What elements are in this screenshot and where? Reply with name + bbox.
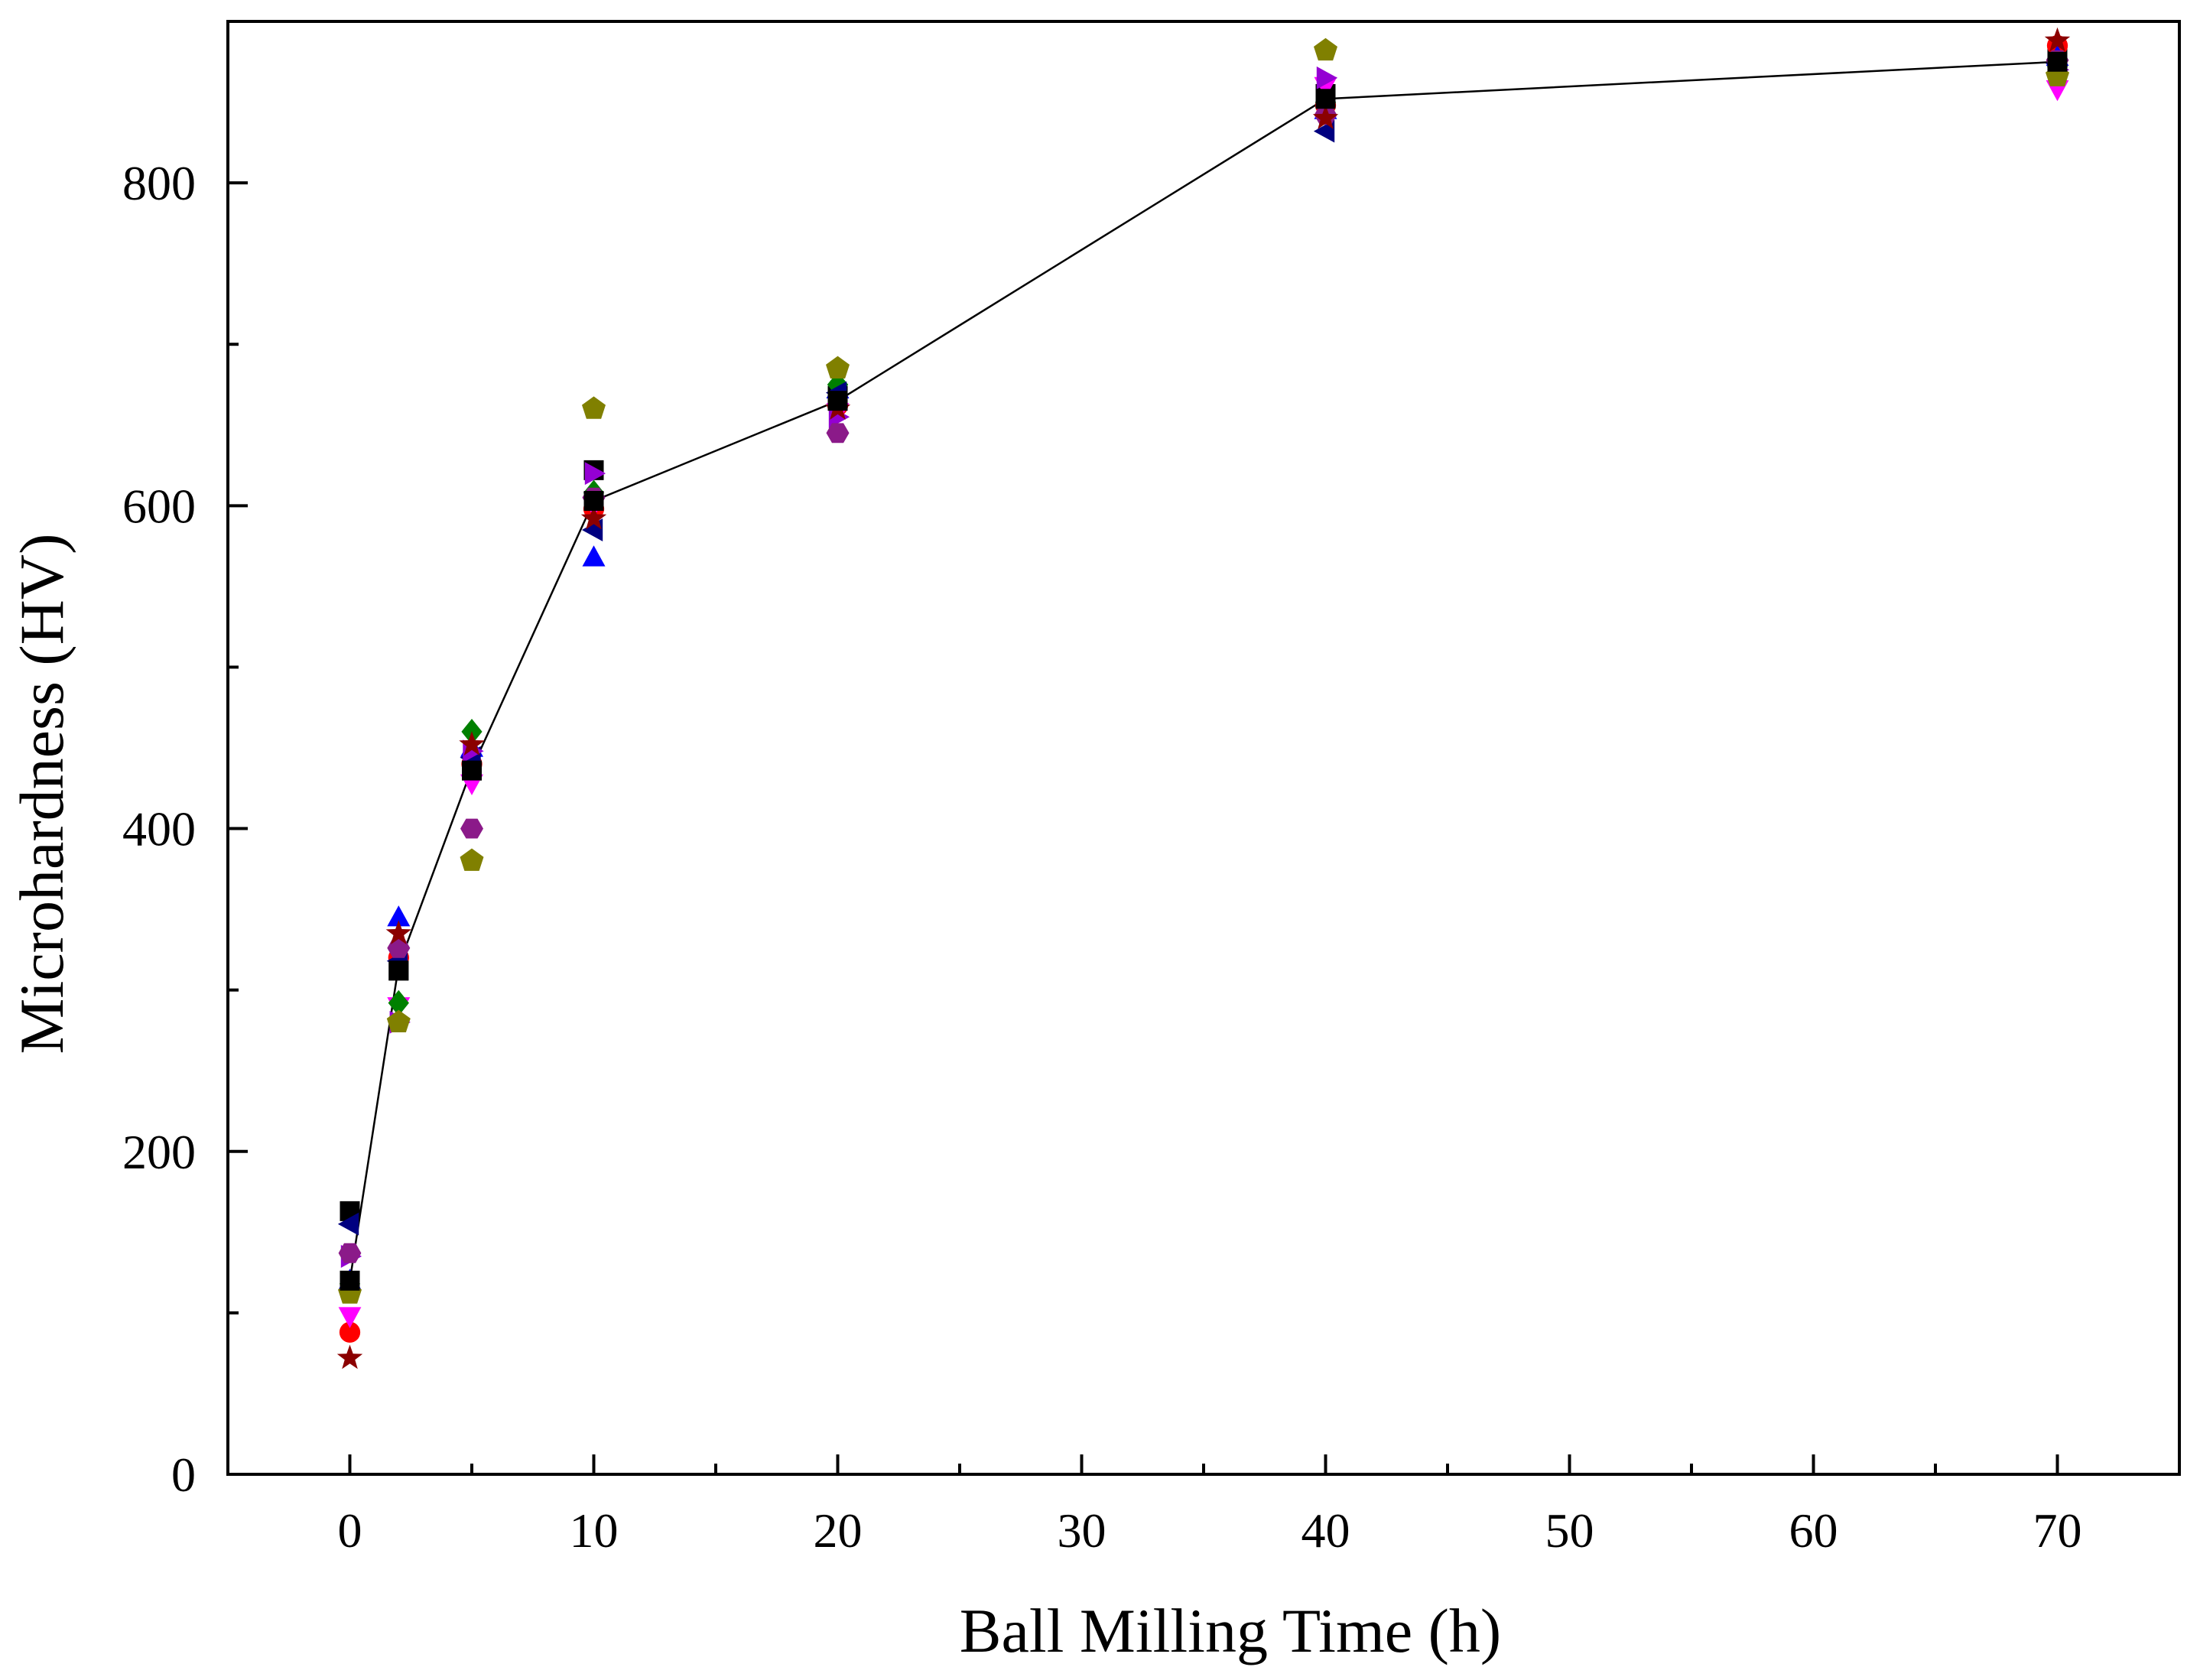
series-s11	[340, 51, 2068, 1291]
data-point-s11-40	[1315, 89, 1336, 109]
data-point-s9-70	[2044, 27, 2071, 52]
data-points	[336, 27, 2071, 1370]
data-point-s8-2	[387, 937, 411, 958]
series-s4	[338, 76, 2069, 1328]
data-point-s11-5	[462, 760, 482, 781]
data-point-s8-5	[460, 818, 483, 839]
y-tick-label: 200	[122, 1125, 196, 1179]
data-point-s4-0	[338, 1307, 362, 1328]
data-point-s9-0	[336, 1344, 363, 1370]
data-point-s10-10	[582, 396, 606, 419]
plot-frame	[226, 20, 2181, 1476]
data-point-s11-2	[388, 960, 409, 981]
data-point-s7-40	[1316, 66, 1338, 89]
x-tick-label: 70	[2033, 1503, 2082, 1558]
data-point-s8-20	[826, 423, 850, 444]
series-s1	[340, 44, 2068, 1221]
y-axis-ticks: 0 200 400 600 800	[122, 156, 248, 1502]
data-point-s10-40	[1314, 37, 1337, 61]
y-tick-label: 600	[122, 479, 196, 533]
y-axis-title: Microhardness (HV)	[7, 534, 76, 1054]
data-point-s11-0	[340, 1270, 360, 1291]
x-axis-title: Ball Milling Time (h)	[960, 1596, 1502, 1665]
data-point-s9-2	[385, 920, 411, 944]
series-s10	[338, 37, 2069, 1304]
data-point-s8-0	[338, 1243, 362, 1263]
x-tick-label: 20	[814, 1503, 863, 1558]
x-tick-label: 50	[1545, 1503, 1594, 1558]
series-s3	[338, 44, 2069, 1290]
data-point-s10-5	[460, 848, 484, 871]
x-axis-ticks: 0 10 20 30 40 50 60 70	[226, 1454, 2181, 1558]
data-point-s9-5	[459, 731, 485, 756]
y-tick-label: 0	[171, 1448, 196, 1502]
series-s8	[338, 50, 2069, 1263]
data-point-s7-10	[584, 462, 606, 486]
plot-border	[226, 20, 2181, 1476]
data-point-s10-2	[386, 1009, 411, 1032]
x-tick-label: 10	[570, 1503, 619, 1558]
series-s6	[337, 51, 2067, 1236]
y-tick-label: 800	[122, 156, 196, 210]
series-s7	[340, 58, 2070, 1268]
series-s9	[336, 27, 2071, 1370]
data-point-s3-2	[387, 905, 411, 927]
data-point-s9-10	[580, 505, 607, 530]
data-point-s3-10	[582, 545, 606, 567]
y-tick-label: 400	[122, 802, 196, 856]
series-s5	[339, 54, 2068, 1297]
data-point-s10-20	[826, 356, 850, 379]
mean-trend-line	[349, 60, 2058, 1281]
data-point-s2-0	[339, 1321, 361, 1343]
data-point-s11-10	[583, 491, 604, 511]
x-tick-label: 40	[1301, 1503, 1350, 1558]
x-tick-label: 60	[1789, 1503, 1838, 1558]
x-tick-label: 0	[338, 1503, 362, 1558]
data-point-s6-0	[337, 1212, 359, 1236]
x-tick-label: 30	[1058, 1503, 1106, 1558]
data-point-s11-20	[827, 391, 848, 411]
series-s2	[339, 35, 2068, 1343]
data-point-s11-70	[2047, 51, 2068, 72]
data-point-s9-40	[1312, 105, 1339, 129]
data-point-s5-2	[388, 989, 409, 1016]
